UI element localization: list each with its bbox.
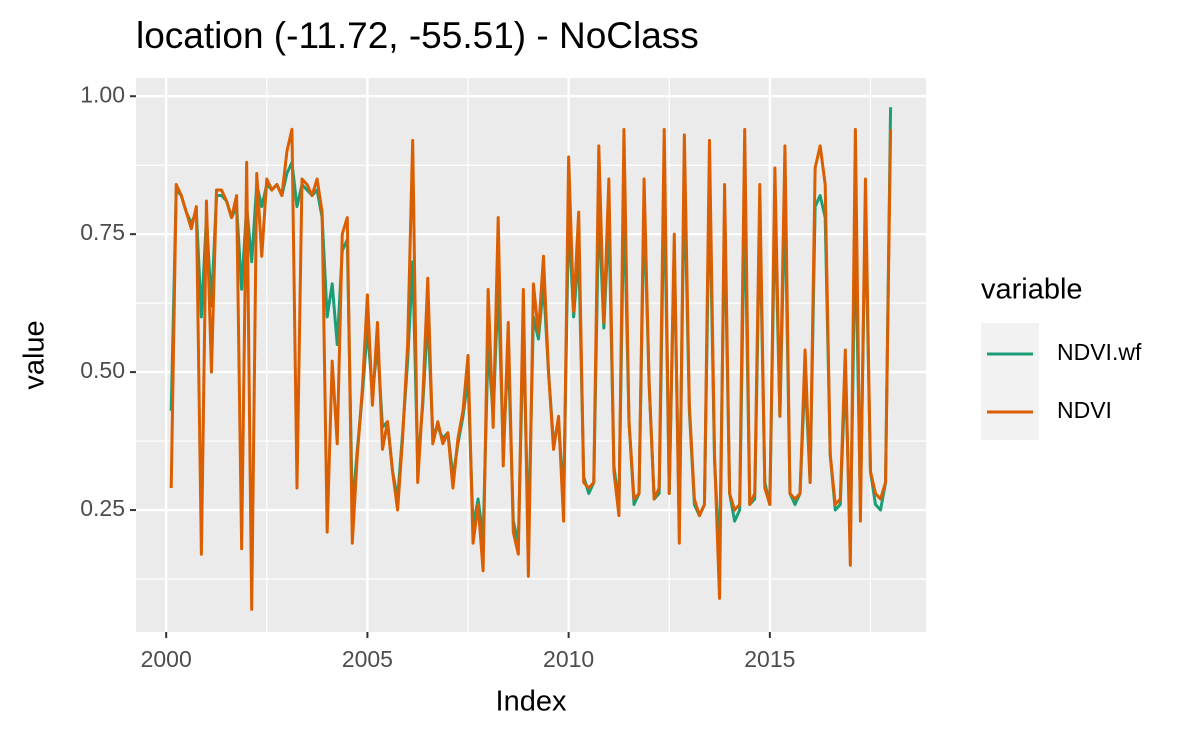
x-tick-label: 2015 [744, 646, 795, 672]
y-tick-label: 1.00 [80, 81, 125, 107]
x-tick-label: 2010 [543, 646, 594, 672]
x-tick-label: 2005 [342, 646, 393, 672]
y-tick-label: 0.25 [80, 495, 125, 521]
y-tick-label: 0.50 [80, 357, 125, 383]
chart-title: location (-11.72, -55.51) - NoClass [136, 15, 699, 56]
y-axis-label: value [19, 320, 51, 389]
x-axis-label: Index [496, 686, 567, 718]
legend-title: variable [981, 274, 1083, 306]
series-line [169, 127, 893, 611]
legend-label: NDVI.wf [1057, 339, 1142, 365]
legend-keys-background [981, 323, 1039, 440]
legend-label: NDVI [1057, 397, 1112, 423]
y-tick-label: 0.75 [80, 219, 125, 245]
x-tick-label: 2000 [141, 646, 192, 672]
